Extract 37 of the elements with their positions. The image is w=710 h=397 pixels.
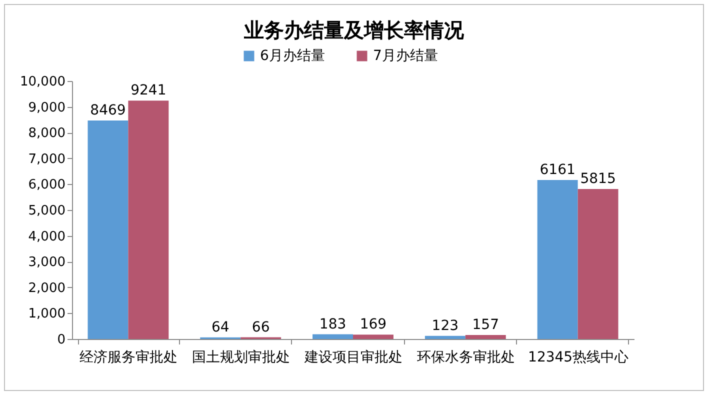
x-tick-label: 12345热线中心 [528,350,629,366]
y-tick-label: 0 [57,332,66,348]
bar [88,120,128,339]
bar [312,334,353,339]
x-tick-label: 环保水务审批处 [416,350,515,366]
x-tick-label: 经济服务审批处 [80,350,178,366]
bar [465,334,506,339]
data-label: 9241 [130,82,166,99]
data-label: 169 [360,316,387,333]
y-tick-label: 8,000 [28,126,66,142]
bar [128,100,169,339]
y-tick-label: 5,000 [28,204,66,218]
legend-label: 7月办结量 [373,48,438,64]
y-tick-label: 1,000 [28,306,66,322]
data-label: 6161 [540,162,576,178]
y-tick-label: 4,000 [28,229,66,244]
data-label: 183 [319,316,346,332]
chart-title: 业务办结量及增长率情况 [243,17,465,44]
bar [353,334,394,339]
data-label: 8469 [90,102,126,118]
data-label: 64 [211,319,230,336]
x-tick-label: 建设项目审批处 [304,350,402,366]
y-tick-label: 7,000 [28,152,66,167]
data-label: 66 [252,319,270,336]
bar [424,336,466,339]
data-label: 5815 [580,170,616,187]
data-label: 157 [472,316,499,333]
y-tick-label: 10,000 [20,74,66,90]
y-tick-label: 2,000 [28,280,66,296]
bar [537,180,578,339]
data-label: 123 [432,318,459,334]
y-tick-label: 6,000 [28,178,66,193]
x-tick-label: 国土规划审批处 [192,350,290,366]
y-tick-label: 9,000 [28,100,66,116]
y-tick-label: 3,000 [28,255,66,270]
bar [578,188,618,339]
legend-label: 6月办结量 [260,48,325,64]
